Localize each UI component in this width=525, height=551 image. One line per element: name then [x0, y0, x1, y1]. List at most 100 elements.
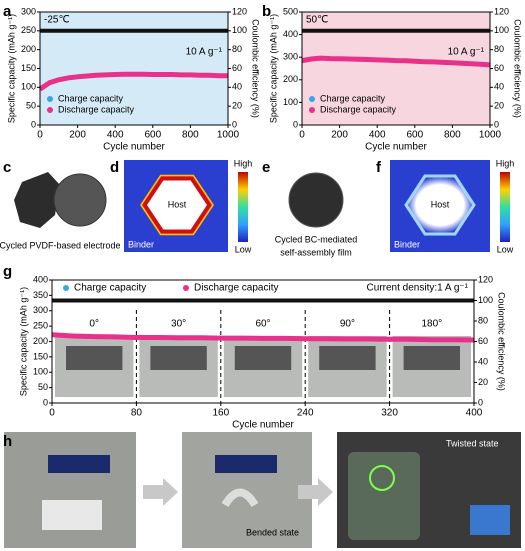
x-tick-label: 400: [369, 130, 386, 141]
y2-tick-label: 100: [478, 295, 493, 305]
legend-label: Discharge capacity: [58, 104, 135, 114]
y2-tick-label: 40: [478, 356, 488, 366]
x-tick-label: 600: [406, 130, 423, 141]
y2-tick-label: 120: [494, 6, 509, 16]
y2-axis-label: Coulombic efficiency (%): [513, 19, 523, 118]
y-tick-label: 100: [21, 82, 36, 92]
photo-glove: [470, 505, 510, 535]
panel-h: Bended state Twisted state: [4, 432, 521, 548]
segment-label: 0°: [89, 319, 99, 330]
y-tick-label: 400: [33, 274, 48, 284]
photo-device: [66, 346, 123, 370]
panel-label: a: [3, 3, 12, 20]
y2-tick-label: 20: [232, 101, 242, 111]
legend-label: Charge capacity: [74, 283, 146, 294]
hexagon: [140, 175, 214, 235]
y-tick-label: 50: [38, 382, 48, 392]
panel-e: Cycled BC-mediated self-assembly film: [275, 172, 358, 257]
legend-marker: [47, 107, 53, 113]
y-tick-label: 50: [26, 101, 36, 111]
series-line: [51, 332, 475, 343]
y2-tick-label: 120: [232, 6, 247, 16]
annotation: 50℃: [306, 15, 328, 26]
photo-device: [150, 346, 207, 370]
y-tick-label: 400: [283, 29, 298, 39]
x-tick-label: 160: [212, 408, 229, 419]
x-tick-label: 1000: [217, 130, 240, 141]
panel-label: c: [3, 159, 11, 176]
x-tick-label: 240: [297, 408, 314, 419]
x-tick-label: 400: [107, 130, 124, 141]
caption: Cycled BC-mediated: [275, 234, 358, 244]
x-tick-label: 80: [131, 408, 143, 419]
photo-electrode: [53, 173, 107, 227]
segment-label: 30°: [171, 319, 186, 330]
label: Binder: [128, 239, 154, 249]
x-tick-label: 0: [49, 408, 55, 419]
hexagon-edge: [140, 174, 214, 236]
y-axis-label: Specific capacity (mAh g⁻¹): [18, 287, 28, 396]
y-tick-label: 300: [283, 52, 298, 62]
y-tick-label: 0: [31, 119, 36, 129]
annotation: 10 A g⁻¹: [186, 47, 223, 58]
y2-tick-label: 80: [232, 44, 242, 54]
y2-tick-label: 0: [478, 397, 483, 407]
legend-label: Discharge capacity: [320, 104, 397, 114]
legend-marker: [183, 285, 189, 291]
legend-label: Charge capacity: [320, 93, 386, 103]
y2-tick-label: 20: [494, 101, 504, 111]
y2-tick-label: 40: [232, 82, 242, 92]
colorbar: [500, 172, 510, 242]
x-tick-label: 320: [381, 408, 398, 419]
label: Host: [168, 199, 187, 209]
segment-label: 90°: [340, 319, 355, 330]
arrow: [143, 478, 178, 506]
y2-tick-label: 40: [494, 82, 504, 92]
y-tick-label: 300: [33, 305, 48, 315]
x-axis-label: Cycle number: [365, 142, 427, 153]
segment-label: 60°: [255, 319, 270, 330]
label: Bended state: [246, 527, 299, 537]
panel-label: h: [3, 433, 12, 450]
y2-tick-label: 20: [478, 377, 488, 387]
label: Low: [235, 244, 252, 254]
photo-device: [348, 452, 420, 540]
y-axis-label: Specific capacity (mAh g⁻¹): [268, 14, 278, 123]
series-line: [38, 71, 228, 92]
x-tick-label: 200: [331, 130, 348, 141]
y2-tick-label: 80: [494, 44, 504, 54]
y-tick-label: 250: [33, 321, 48, 331]
y2-tick-label: 0: [232, 119, 237, 129]
arrow: [298, 478, 333, 506]
photo-device: [403, 346, 460, 370]
label: Twisted state: [446, 438, 499, 448]
x-axis-label: Cycle number: [232, 420, 294, 431]
panel-label: g: [3, 263, 12, 280]
panel-label: f: [376, 159, 382, 176]
annotation: 10 A g⁻¹: [448, 47, 485, 58]
photo-device: [319, 346, 376, 370]
photo: [4, 432, 136, 548]
caption: self-assembly film: [280, 247, 352, 257]
y-tick-label: 200: [283, 74, 298, 84]
x-tick-label: 1000: [479, 130, 502, 141]
annotation: Current density:1 A g⁻¹: [367, 283, 469, 294]
label: Host: [431, 199, 450, 209]
y2-tick-label: 0: [494, 119, 499, 129]
legend-marker: [309, 107, 315, 113]
y2-tick-label: 60: [232, 63, 242, 73]
photo-film: [288, 172, 344, 228]
icon: [369, 465, 395, 491]
y-tick-label: 150: [33, 351, 48, 361]
panel-label: e: [262, 159, 270, 176]
y-tick-label: 200: [21, 44, 36, 54]
legend-label: Charge capacity: [58, 93, 124, 103]
panel-c: Cycled PVDF-based electrode: [0, 172, 121, 250]
x-tick-label: 800: [182, 130, 199, 141]
annotation: -25℃: [44, 15, 70, 26]
legend-marker: [63, 285, 69, 291]
colorbar: [238, 172, 248, 242]
panel-f: Host Binder High Low: [390, 158, 514, 254]
photo-device: [234, 346, 292, 370]
